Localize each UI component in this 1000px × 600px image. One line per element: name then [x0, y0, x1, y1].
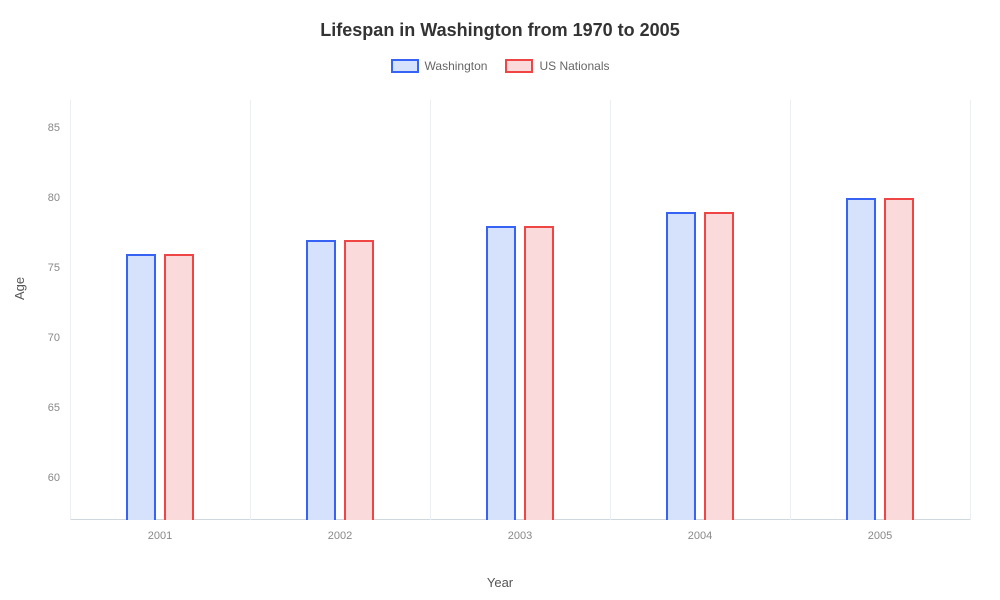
legend-label-washington: Washington	[425, 59, 488, 73]
chart-container: Lifespan in Washington from 1970 to 2005…	[0, 0, 1000, 600]
gridline-vertical	[970, 100, 971, 520]
gridline-vertical	[250, 100, 251, 520]
legend-swatch-washington	[391, 59, 419, 73]
baseline	[70, 519, 970, 520]
bar	[164, 254, 194, 520]
gridline-vertical	[790, 100, 791, 520]
bar	[884, 198, 914, 520]
y-tick-label: 75	[48, 262, 60, 274]
gridline-vertical	[610, 100, 611, 520]
y-tick-label: 65	[48, 402, 60, 414]
x-tick-label: 2005	[868, 530, 892, 542]
gridline-vertical	[430, 100, 431, 520]
chart-title: Lifespan in Washington from 1970 to 2005	[0, 0, 1000, 41]
x-axis-label: Year	[487, 575, 513, 590]
bar	[126, 254, 156, 520]
y-tick-label: 85	[48, 122, 60, 134]
plot-area: 60657075808520012002200320042005	[70, 100, 970, 520]
x-tick-label: 2002	[328, 530, 352, 542]
bar	[846, 198, 876, 520]
gridline-vertical	[70, 100, 71, 520]
legend-item-us-nationals: US Nationals	[505, 59, 609, 73]
legend-swatch-us-nationals	[505, 59, 533, 73]
legend-label-us-nationals: US Nationals	[539, 59, 609, 73]
y-tick-label: 60	[48, 472, 60, 484]
x-tick-label: 2004	[688, 530, 712, 542]
bar	[704, 212, 734, 520]
bar	[486, 226, 516, 520]
legend: Washington US Nationals	[0, 59, 1000, 73]
y-axis-label: Age	[12, 277, 27, 300]
bar	[344, 240, 374, 520]
y-tick-label: 80	[48, 192, 60, 204]
x-tick-label: 2001	[148, 530, 172, 542]
bar	[306, 240, 336, 520]
bar	[524, 226, 554, 520]
y-tick-label: 70	[48, 332, 60, 344]
bar	[666, 212, 696, 520]
x-tick-label: 2003	[508, 530, 532, 542]
legend-item-washington: Washington	[391, 59, 488, 73]
